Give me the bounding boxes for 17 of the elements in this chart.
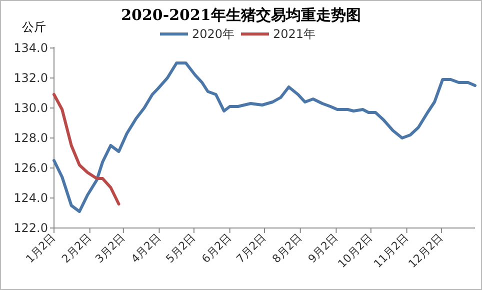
y-tick-label: 124.0: [14, 191, 48, 205]
x-tick-label: 7月2日: [234, 230, 269, 266]
y-tick-label: 132.0: [14, 71, 48, 85]
x-tick-label: 2月2日: [59, 230, 94, 266]
x-tick-label: 6月2日: [199, 230, 234, 266]
x-tick-label: 4月2日: [128, 230, 164, 266]
x-tick-label: 5月2日: [163, 230, 198, 266]
y-tick-label: 126.0: [14, 161, 48, 175]
legend-label: 2021年: [273, 27, 316, 41]
y-tick-label: 130.0: [14, 101, 48, 115]
x-tick-label: 8月2日: [270, 230, 304, 266]
chart-title: 2020-2021年生猪交易均重走势图: [121, 6, 361, 24]
y-axis-title: 公斤: [22, 20, 46, 34]
y-tick-label: 128.0: [14, 131, 48, 145]
y-tick-label: 134.0: [14, 41, 48, 55]
x-tick-label: 3月2日: [92, 230, 128, 266]
legend-label: 2020年: [192, 27, 235, 41]
